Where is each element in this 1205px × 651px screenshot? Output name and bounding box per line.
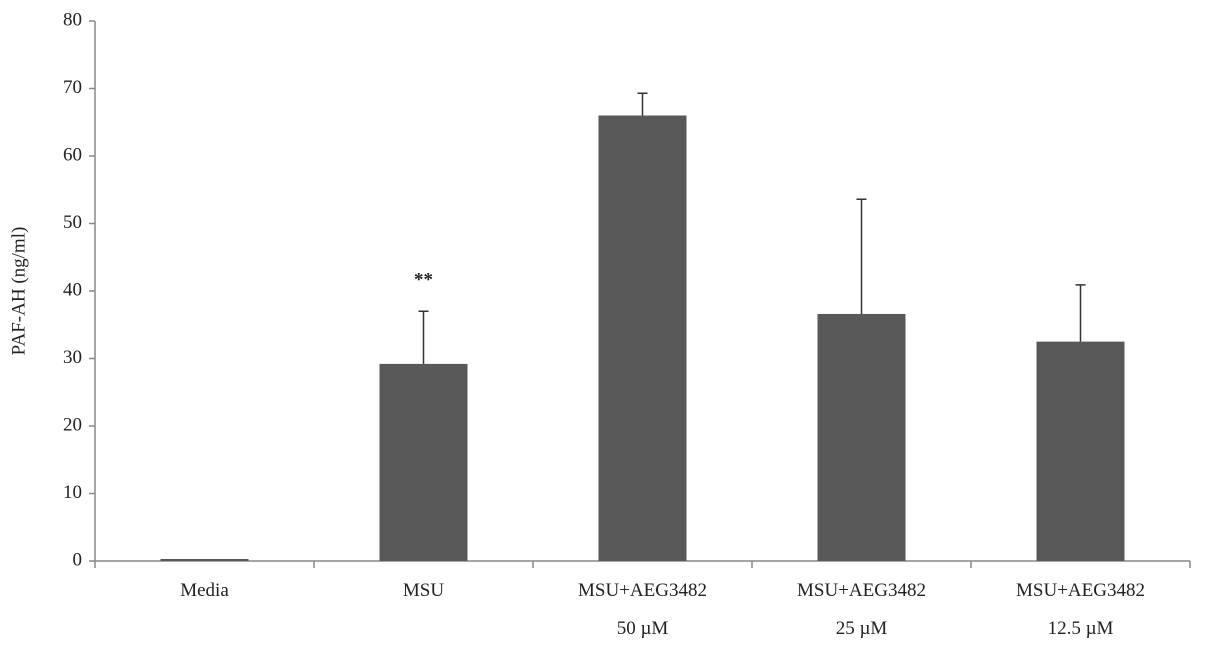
y-tick-label: 30 bbox=[63, 347, 82, 368]
bar bbox=[1036, 341, 1125, 561]
x-tick-label: MSU+AEG3482 25 µM bbox=[797, 580, 926, 639]
bar bbox=[160, 558, 249, 561]
bar bbox=[598, 115, 687, 561]
bar bbox=[817, 313, 906, 561]
bar bbox=[379, 363, 468, 561]
error-bar bbox=[1075, 284, 1086, 342]
y-axis-label: PAF-AH (ng/ml) bbox=[8, 227, 29, 356]
error-bar bbox=[418, 310, 429, 364]
annotation: ** bbox=[414, 270, 433, 291]
y-tick-label: 50 bbox=[63, 212, 82, 233]
error-bar bbox=[637, 92, 648, 116]
y-tick-label: 70 bbox=[63, 77, 82, 98]
y-tick-label: 10 bbox=[63, 482, 82, 503]
y-tick-label: 60 bbox=[63, 144, 82, 165]
y-tick-label: 40 bbox=[63, 279, 82, 300]
x-tick-label: MSU+AEG3482 50 µM bbox=[578, 580, 707, 639]
x-tick-label: MSU bbox=[403, 580, 444, 601]
y-tick-label: 80 bbox=[63, 9, 82, 30]
error-bar bbox=[856, 198, 867, 314]
x-tick-label: MSU+AEG3482 12.5 µM bbox=[1016, 580, 1145, 639]
y-tick-label: 0 bbox=[73, 549, 83, 570]
y-tick-label: 20 bbox=[63, 414, 82, 435]
x-tick-label: Media bbox=[180, 580, 229, 601]
